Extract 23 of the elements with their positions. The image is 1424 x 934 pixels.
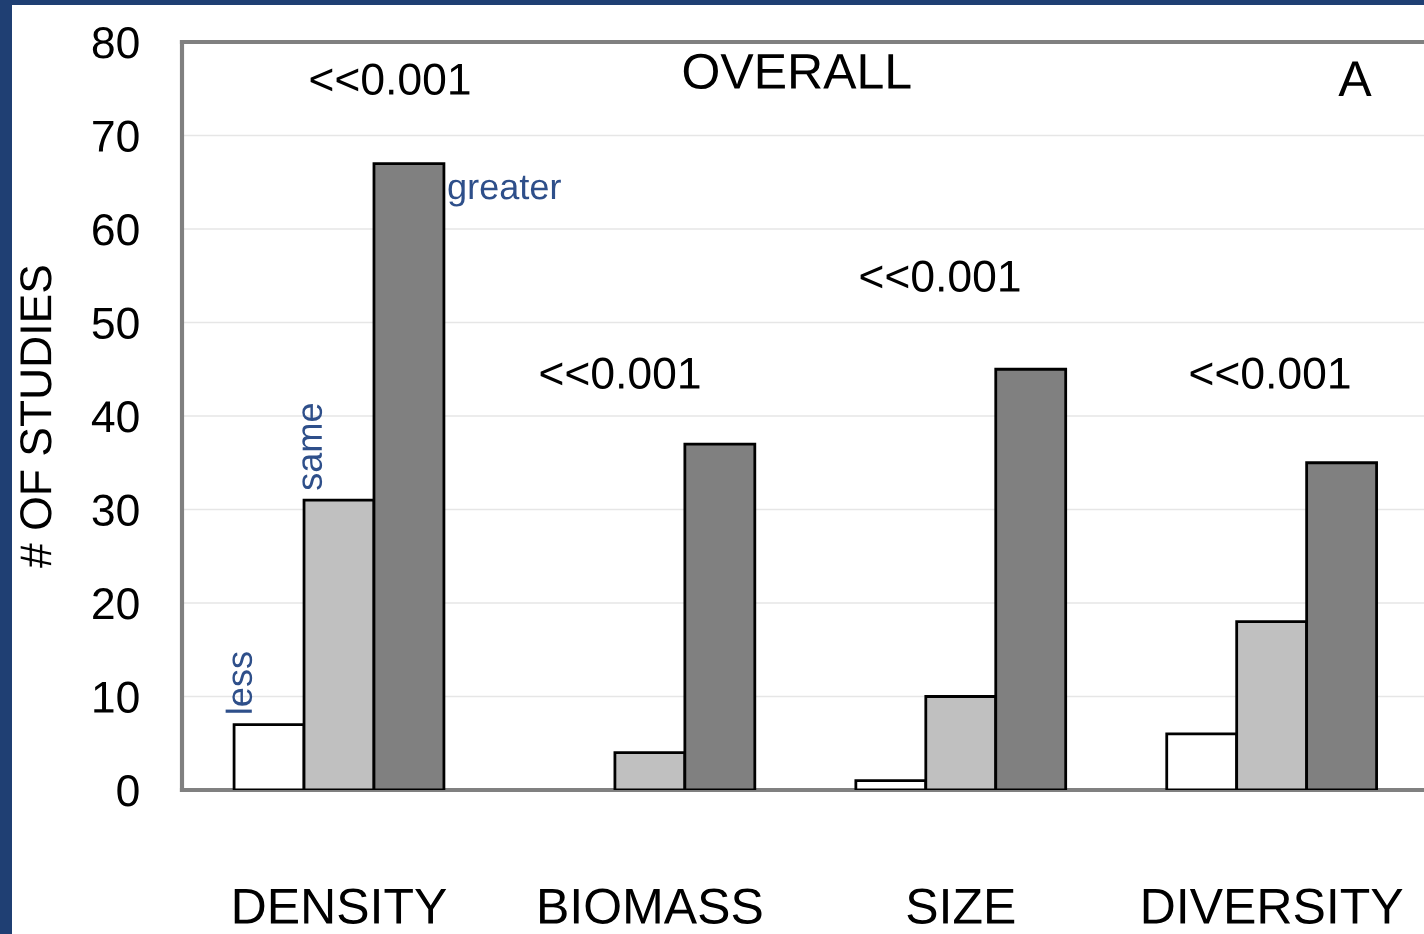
x-tick-label: SIZE [907, 888, 1015, 924]
annotation: <<0.001 [310, 63, 470, 95]
chart-title: OVERALL [683, 53, 911, 90]
text: less [225, 652, 253, 713]
y-tick-label: 30 [92, 494, 139, 527]
y-tick-label: 0 [117, 775, 139, 807]
y-tick-label: 10 [94, 681, 139, 714]
series-label: greater [448, 175, 561, 207]
x-tick-label: DENSITY [234, 888, 447, 924]
annotation: <<0.001 [860, 260, 1020, 292]
x-tick-label: DIVERSITY [1143, 888, 1403, 924]
annotation: <<0.001 [540, 357, 700, 389]
y-axis-title: # OF STUDIES [20, 266, 52, 568]
annotation: A [1338, 61, 1372, 96]
y-tick-label: 20 [93, 588, 139, 620]
y-tick-label: 40 [91, 401, 139, 433]
y-tick-label: 80 [92, 27, 139, 59]
y-tick-label: 50 [92, 307, 139, 340]
y-tick-label: 70 [93, 120, 139, 153]
x-tick-label: BIOMASS [540, 888, 762, 924]
annotation: <<0.001 [1190, 357, 1350, 389]
y-tick-label: 60 [93, 214, 139, 246]
text: same [302, 404, 323, 490]
